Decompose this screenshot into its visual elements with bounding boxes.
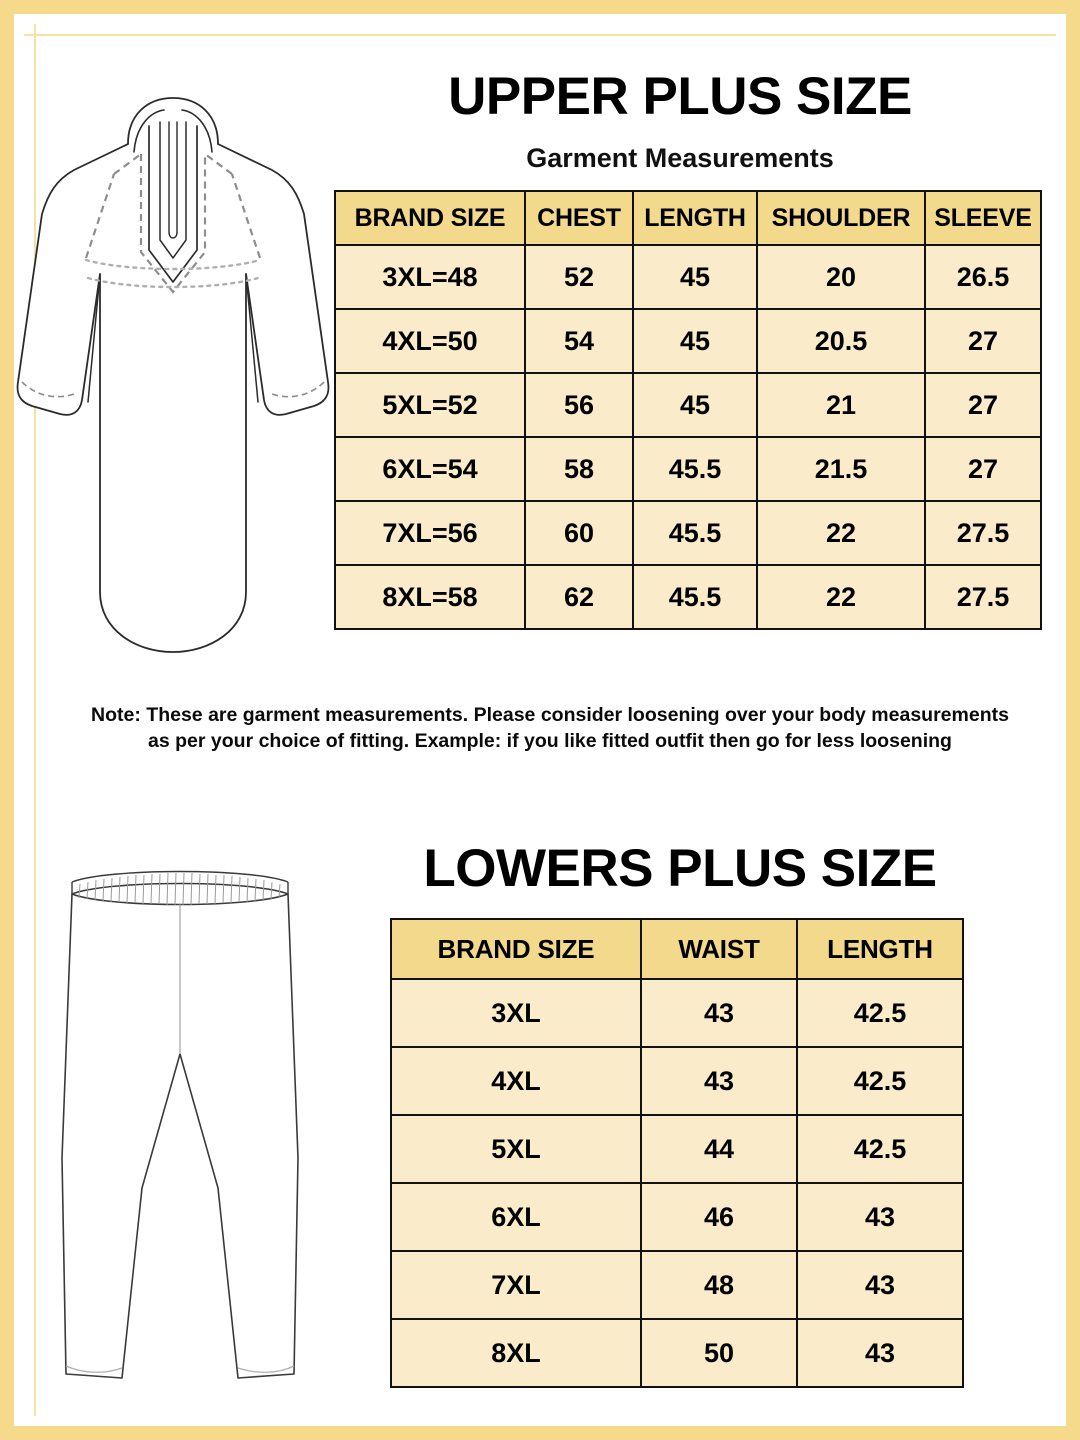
- cell-brand-size: 5XL: [390, 1114, 642, 1184]
- cell-brand-size: 6XL=54: [334, 436, 526, 502]
- cell-brand-size: 6XL: [390, 1182, 642, 1252]
- column-header-sleeve: SLEEVE: [924, 190, 1042, 246]
- cell-sleeve: 27: [924, 372, 1042, 438]
- kurta-illustration: [16, 97, 330, 653]
- column-header-brand-size: BRAND SIZE: [390, 918, 642, 980]
- table-row: 6XL 46 43: [390, 1182, 964, 1252]
- cell-chest: 62: [524, 564, 634, 630]
- cell-waist: 44: [640, 1114, 798, 1184]
- cell-waist: 46: [640, 1182, 798, 1252]
- cell-sleeve: 26.5: [924, 244, 1042, 310]
- column-header-length: LENGTH: [632, 190, 758, 246]
- cell-waist: 50: [640, 1318, 798, 1388]
- column-header-waist: WAIST: [640, 918, 798, 980]
- column-header-length: LENGTH: [796, 918, 964, 980]
- upper-section-subtitle: Garment Measurements: [526, 143, 834, 173]
- cell-brand-size: 4XL: [390, 1046, 642, 1116]
- cell-brand-size: 4XL=50: [334, 308, 526, 374]
- table-header-row: BRAND SIZE WAIST LENGTH: [390, 918, 964, 980]
- table-row: 3XL 43 42.5: [390, 978, 964, 1048]
- page-border-right: [1066, 0, 1080, 1440]
- cell-length: 45: [632, 244, 758, 310]
- table-row: 5XL=52 56 45 21 27: [334, 372, 1042, 438]
- cell-shoulder: 22: [756, 564, 926, 630]
- cell-chest: 54: [524, 308, 634, 374]
- table-row: 5XL 44 42.5: [390, 1114, 964, 1184]
- table-row: 8XL=58 62 45.5 22 27.5: [334, 564, 1042, 630]
- cell-chest: 56: [524, 372, 634, 438]
- cell-waist: 43: [640, 1046, 798, 1116]
- column-header-brand-size: BRAND SIZE: [334, 190, 526, 246]
- lowers-size-table: BRAND SIZE WAIST LENGTH 3XL 43 42.5 4XL …: [390, 918, 964, 1388]
- cell-shoulder: 22: [756, 500, 926, 566]
- cell-sleeve: 27.5: [924, 500, 1042, 566]
- table-header-row: BRAND SIZE CHEST LENGTH SHOULDER SLEEVE: [334, 190, 1042, 246]
- cell-waist: 48: [640, 1250, 798, 1320]
- page-border-inner-hairline-top: [24, 34, 1056, 36]
- cell-length: 45.5: [632, 436, 758, 502]
- cell-length: 45.5: [632, 500, 758, 566]
- measurement-note: Note: These are garment measurements. Pl…: [70, 702, 1030, 754]
- cell-sleeve: 27: [924, 308, 1042, 374]
- table-row: 7XL 48 43: [390, 1250, 964, 1320]
- cell-length: 45.5: [632, 564, 758, 630]
- cell-length: 42.5: [796, 978, 964, 1048]
- upper-section-title: UPPER PLUS SIZE: [448, 67, 912, 126]
- cell-brand-size: 8XL=58: [334, 564, 526, 630]
- table-row: 3XL=48 52 45 20 26.5: [334, 244, 1042, 310]
- cell-length: 43: [796, 1250, 964, 1320]
- cell-shoulder: 20.5: [756, 308, 926, 374]
- cell-length: 42.5: [796, 1114, 964, 1184]
- cell-sleeve: 27.5: [924, 564, 1042, 630]
- cell-brand-size: 3XL=48: [334, 244, 526, 310]
- cell-length: 45: [632, 372, 758, 438]
- cell-waist: 43: [640, 978, 798, 1048]
- table-row: 4XL 43 42.5: [390, 1046, 964, 1116]
- cell-length: 43: [796, 1318, 964, 1388]
- upper-size-table: BRAND SIZE CHEST LENGTH SHOULDER SLEEVE …: [334, 190, 1042, 630]
- cell-brand-size: 7XL: [390, 1250, 642, 1320]
- cell-length: 43: [796, 1182, 964, 1252]
- cell-length: 42.5: [796, 1046, 964, 1116]
- cell-brand-size: 3XL: [390, 978, 642, 1048]
- cell-brand-size: 8XL: [390, 1318, 642, 1388]
- table-row: 7XL=56 60 45.5 22 27.5: [334, 500, 1042, 566]
- cell-shoulder: 20: [756, 244, 926, 310]
- cell-chest: 58: [524, 436, 634, 502]
- table-row: 6XL=54 58 45.5 21.5 27: [334, 436, 1042, 502]
- page-border-bottom: [0, 1426, 1080, 1440]
- table-row: 8XL 50 43: [390, 1318, 964, 1388]
- cell-brand-size: 5XL=52: [334, 372, 526, 438]
- cell-shoulder: 21: [756, 372, 926, 438]
- column-header-shoulder: SHOULDER: [756, 190, 926, 246]
- cell-chest: 52: [524, 244, 634, 310]
- note-line-1: Note: These are garment measurements. Pl…: [91, 704, 1009, 726]
- table-row: 4XL=50 54 45 20.5 27: [334, 308, 1042, 374]
- cell-shoulder: 21.5: [756, 436, 926, 502]
- leggings-illustration: [61, 870, 299, 1379]
- cell-chest: 60: [524, 500, 634, 566]
- page-border-top: [0, 0, 1080, 14]
- page-border-left: [0, 0, 14, 1440]
- cell-brand-size: 7XL=56: [334, 500, 526, 566]
- note-line-2: as per your choice of fitting. Example: …: [148, 730, 952, 752]
- column-header-chest: CHEST: [524, 190, 634, 246]
- lowers-section-title: LOWERS PLUS SIZE: [423, 839, 937, 898]
- cell-length: 45: [632, 308, 758, 374]
- page-border-inner-hairline-left: [34, 24, 36, 1416]
- cell-sleeve: 27: [924, 436, 1042, 502]
